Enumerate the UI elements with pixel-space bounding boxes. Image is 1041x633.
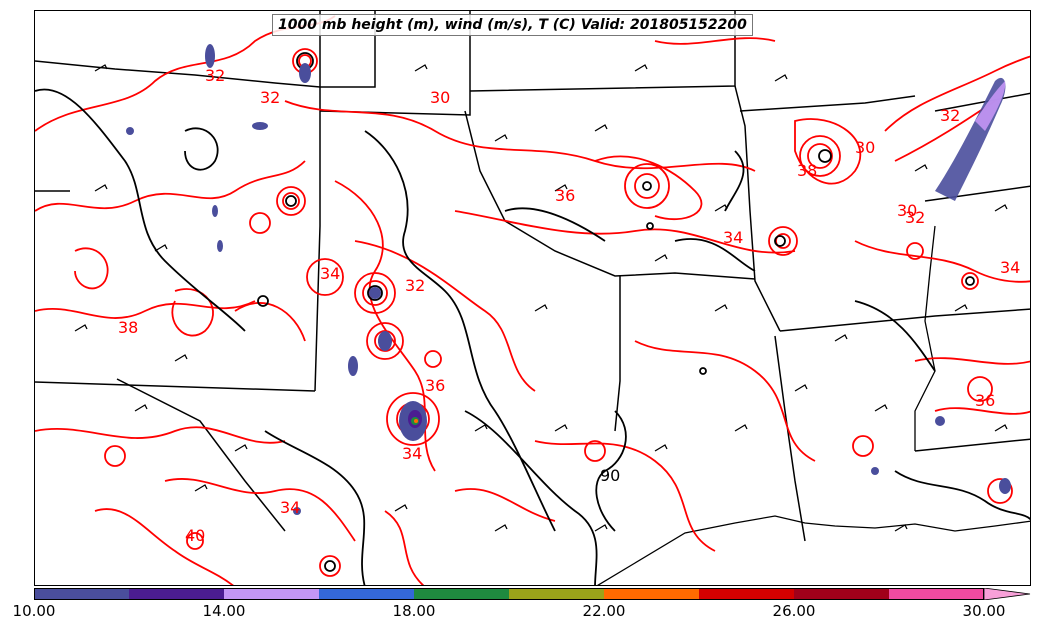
colorbar-tick-label: 22.00	[582, 602, 626, 620]
colorbar	[34, 588, 1031, 600]
colorbar-segment	[224, 588, 320, 600]
contour-label: 32	[205, 66, 225, 85]
colorbar-segment	[34, 588, 130, 600]
map-canvas: 30 32 30 38 32 36 38 34 30 36 32 34 40 9…	[35, 11, 1030, 585]
colorbar-segment	[889, 588, 985, 600]
wind-barbs	[74, 64, 1008, 532]
contour-label: 30	[897, 201, 917, 220]
map-title: 1000 mb height (m), wind (m/s), T (C) Va…	[272, 14, 753, 36]
contour-label: 40	[185, 526, 205, 545]
colorbar-tick-label: 10.00	[12, 602, 56, 620]
colorbar-segment	[509, 588, 605, 600]
contour-label: 32	[260, 88, 280, 107]
contour-label: 34	[320, 264, 340, 283]
colorbar-segment	[319, 588, 415, 600]
wind-speed-shading	[126, 44, 1011, 515]
colorbar-tick-label: 18.00	[392, 602, 436, 620]
colorbar-tick-label: 14.00	[202, 602, 246, 620]
contour-labels: 30 32 30 38 32 36 38 34 30 36 32 34 40 9…	[118, 66, 1020, 545]
contour-label: 30	[855, 138, 875, 157]
contour-label: 36	[975, 391, 995, 410]
contour-label: 34	[723, 228, 743, 247]
contour-label: 34	[280, 498, 300, 517]
contour-label: 32	[940, 106, 960, 125]
map-panel: 30 32 30 38 32 36 38 34 30 36 32 34 40 9…	[34, 10, 1031, 586]
contour-label: 30	[430, 88, 450, 107]
colorbar-segment	[129, 588, 225, 600]
temperature-contours	[35, 15, 1030, 585]
colorbar-segment	[414, 588, 510, 600]
colorbar-extension	[983, 588, 1031, 600]
colorbar-tick-label: 30.00	[962, 602, 1006, 620]
colorbar-segment	[794, 588, 890, 600]
contour-label: 34	[402, 444, 422, 463]
colorbar-segment	[604, 588, 700, 600]
contour-label: 34	[1000, 258, 1020, 277]
contour-label: 36	[425, 376, 445, 395]
contour-label: 38	[118, 318, 138, 337]
contour-label: 36	[555, 186, 575, 205]
colorbar-outline	[34, 588, 984, 600]
contour-label: 90	[600, 466, 620, 485]
colorbar-segment	[699, 588, 795, 600]
colorbar-tick-label: 26.00	[772, 602, 816, 620]
contour-label: 38	[797, 161, 817, 180]
height-contours	[35, 88, 1030, 585]
coastline	[597, 225, 1030, 585]
contour-label: 32	[405, 276, 425, 295]
contour-label: 32	[905, 208, 925, 227]
state-borders	[35, 11, 1030, 542]
